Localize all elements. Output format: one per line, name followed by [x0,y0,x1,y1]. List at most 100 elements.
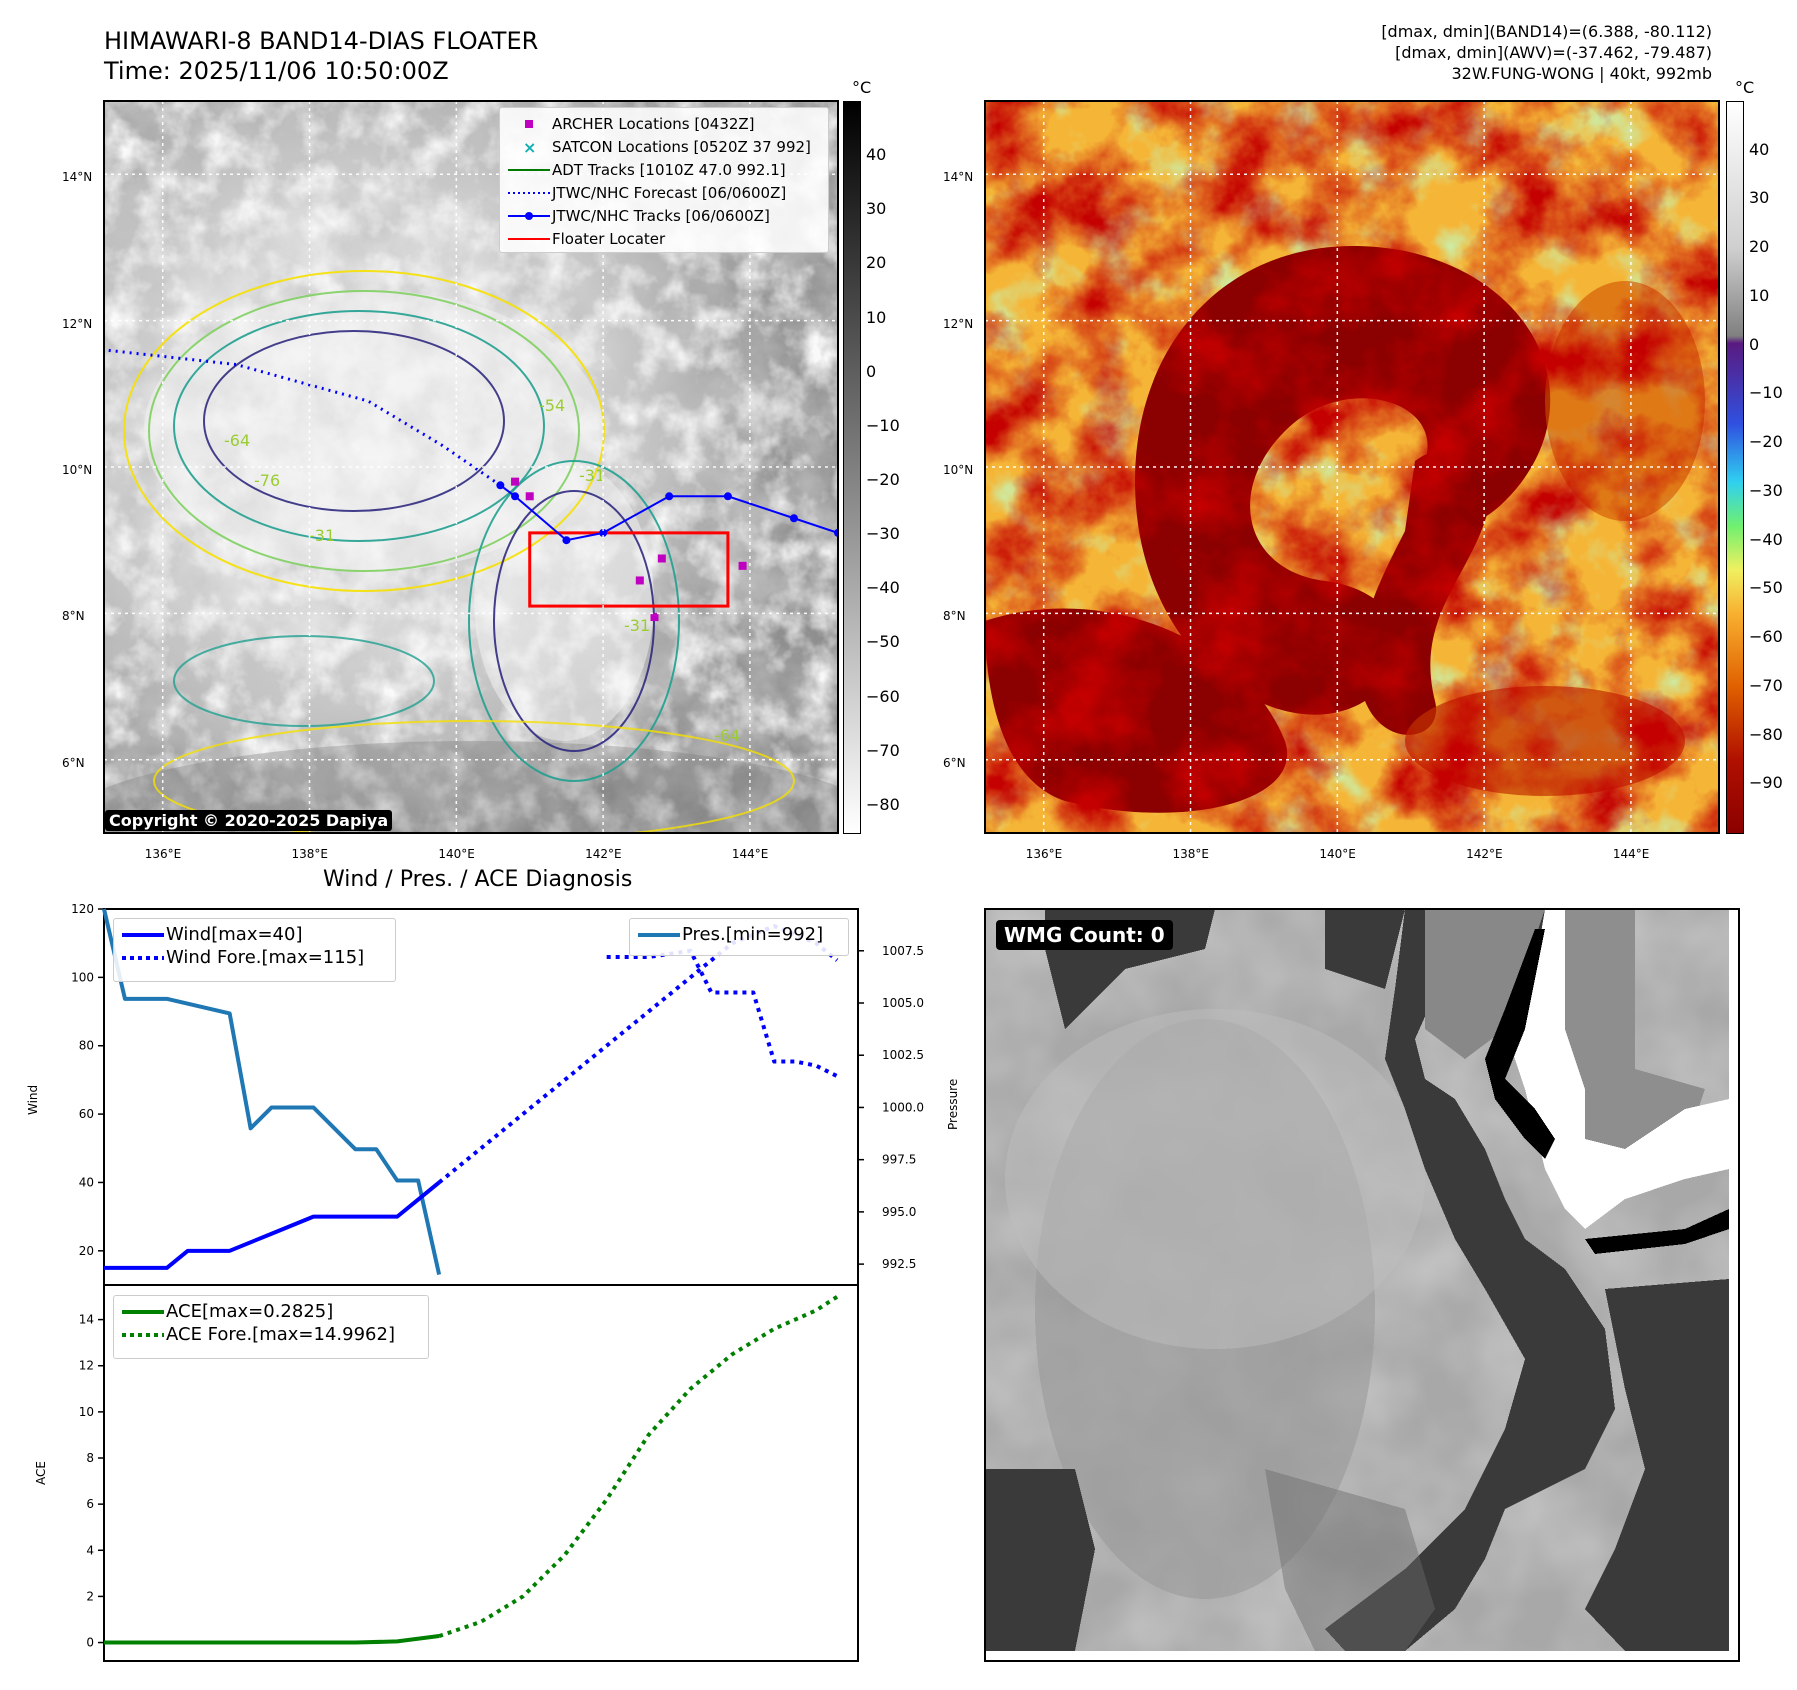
pressure-legend-label: Pres.[min=992] [682,924,824,945]
ir-legend-label: Floater Locater [552,229,666,248]
ace-series-0 [104,1634,440,1645]
y-tick-label: 2 [86,1589,94,1603]
y-tick-label: 20 [79,1244,94,1258]
ir-legend-item: ADT Tracks [1010Z 47.0 992.1] [506,158,822,181]
y-tick-label: 10 [79,1405,94,1419]
ir-legend-item: × SATCON Locations [0520Z 37 992] [506,135,822,158]
jtwc-track-point [496,481,505,490]
diagnosis-title: Wind / Pres. / ACE Diagnosis [323,867,633,892]
y2-tick-label: 995.0 [882,1205,916,1219]
archer-location [635,576,644,585]
copyright-label: Copyright © 2020-2025 Dapiya [105,810,393,831]
lat-tick-label: 8°N [62,609,85,624]
ir-legend-item: Floater Locater [506,227,822,250]
colorbar-tick-label: −70 [1749,675,1783,695]
colorbar-tick-label: −80 [866,794,900,814]
ir-legend-label: ARCHER Locations [0432Z] [552,114,755,133]
lat-tick-label: 6°N [943,755,966,770]
ace-series-1 [438,1295,839,1638]
wind-fore-legend-label: Wind Fore.[max=115] [166,947,365,968]
figure-title: HIMAWARI-8 BAND14-DIAS FLOATER [104,27,539,55]
archer-location [525,492,534,501]
ir-legend-label: ADT Tracks [1010Z 47.0 992.1] [552,160,786,179]
lon-tick-label: 144°E [1612,847,1650,861]
lon-tick-label: 144°E [731,847,769,861]
pressure-series-0 [102,908,442,1275]
awv-map-frame [984,100,1720,834]
ir-legend-label: JTWC/NHC Tracks [06/0600Z] [552,206,770,225]
contour-label: -54 [539,396,565,415]
colorbar-tick-label: −80 [1749,724,1783,744]
ir-legend-item: JTWC/NHC Forecast [06/0600Z] [506,181,822,204]
awv-range: [dmax, dmin](AWV)=(-37.462, -79.487) [1395,43,1712,62]
colorbar-tick-label: −20 [866,470,900,490]
ace-fore-legend-line [122,1332,164,1337]
ir-legend-item: JTWC/NHC Tracks [06/0600Z] [506,204,822,227]
jtwc-track-point [562,536,571,545]
y-tick-label: 80 [79,1039,94,1053]
y-tick-label: 40 [79,1175,94,1189]
ir-legend: ARCHER Locations [0432Z] × SATCON Location… [499,107,829,253]
colorbar-tick-label: 0 [866,361,877,381]
y2-tick-label: 1005.0 [882,996,924,1010]
colorbar-tick-label: 30 [1749,188,1770,208]
lat-tick-label: 6°N [62,755,85,770]
lon-tick-label: 138°E [291,847,329,861]
lat-tick-label: 8°N [943,609,966,624]
contour-label: -31 [579,466,605,485]
ir-legend-symbol [525,119,533,128]
ir-legend-label: JTWC/NHC Forecast [06/0600Z] [552,183,787,202]
colorbar-tick-label: −60 [1749,627,1783,647]
jtwc-track-point [665,492,674,501]
pressure-legend-line [638,932,680,937]
jtwc-track-point [789,514,798,523]
colorbar-tick-label: 40 [1749,139,1770,159]
ace-legend-line [122,1309,164,1314]
contour-label: -31 [624,616,650,635]
wmg-frame [984,908,1740,1662]
figure-time: Time: 2025/11/06 10:50:00Z [104,57,449,85]
ace-axes [103,1284,859,1662]
archer-location [657,554,666,563]
ir-colorbar-unit: °C [852,78,872,97]
y-tick-label: 0 [86,1636,94,1650]
wind-axis-label: Wind [26,1084,40,1115]
ir-colorbar [843,101,861,834]
wmg-image [985,909,1729,1651]
wind-series-0 [104,1180,441,1270]
pressure-axis-label: Pressure [946,1078,960,1130]
wind-series-1 [437,924,839,1185]
y2-tick-label: 1000.0 [882,1100,924,1114]
pressure-series-1 [606,948,838,1078]
wind-legend-label: Wind[max=40] [166,924,303,945]
ir-legend-symbol [508,211,550,220]
y-tick-label: 60 [79,1107,94,1121]
ir-legend-label: SATCON Locations [0520Z 37 992] [552,137,811,156]
archer-location [738,561,747,570]
svg-text:×: × [523,138,536,157]
contour-label: -64 [714,726,740,745]
ir-map-frame [103,100,839,834]
y2-tick-label: 992.5 [882,1257,916,1271]
band14-range: [dmax, dmin](BAND14)=(6.388, -80.112) [1381,22,1712,41]
lat-tick-label: 12°N [62,316,93,331]
colorbar-tick-label: 30 [866,199,887,219]
ir-legend-symbol [508,168,550,171]
colorbar-tick-label: −40 [866,578,900,598]
wind-legend: Wind[max=40] Wind Fore.[max=115] [113,918,396,982]
colorbar-tick-label: 0 [1749,334,1760,354]
jtwc-track-point [599,528,608,537]
lon-tick-label: 142°E [1466,847,1503,861]
lat-tick-label: 10°N [62,463,93,477]
colorbar-tick-label: 10 [1749,285,1770,305]
awv-satellite-image [985,101,1719,833]
colorbar-tick-label: −30 [866,524,900,544]
y-tick-label: 6 [86,1497,94,1511]
colorbar-tick-label: 20 [1749,237,1770,257]
y-tick-label: 120 [71,902,94,916]
contour-label: -31 [309,526,335,545]
contour-label: -76 [254,471,280,490]
colorbar-tick-label: 20 [866,253,887,273]
colorbar-tick-label: −40 [1749,529,1783,549]
